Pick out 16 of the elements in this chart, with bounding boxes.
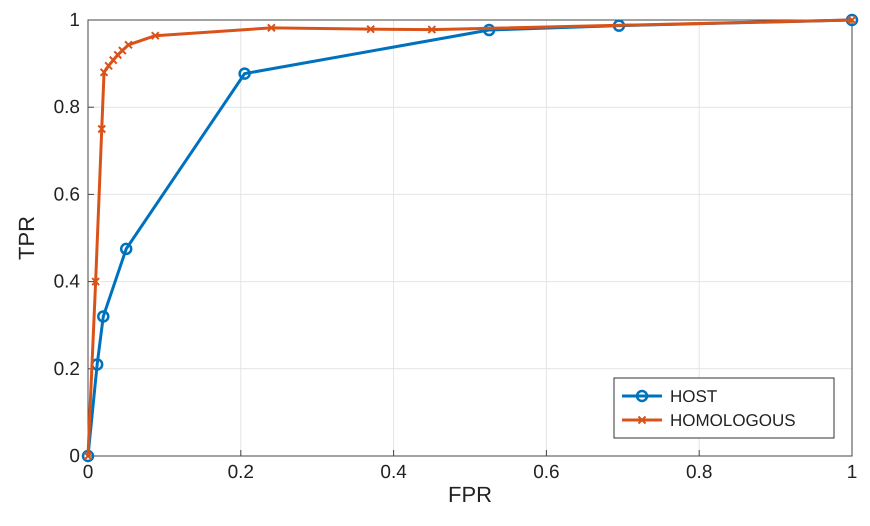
- x-tick-label: 0.2: [228, 462, 254, 483]
- x-axis-title: FPR: [448, 482, 492, 507]
- x-tick-label: 0.4: [380, 462, 408, 483]
- legend-label: HOMOLOGOUS: [670, 411, 796, 430]
- y-tick-label: 0.4: [54, 272, 80, 293]
- x-tick-label: 0: [82, 462, 94, 483]
- y-tick-label: 0.2: [54, 358, 80, 380]
- y-tick-label: 0.8: [54, 97, 80, 118]
- y-tick-label: 0.6: [54, 184, 80, 206]
- x-tick-label: 0.6: [533, 462, 560, 483]
- y-axis-title: TPR: [14, 216, 39, 260]
- x-tick-label: 0.8: [686, 462, 712, 483]
- y-tick-label: 0: [69, 446, 80, 467]
- x-tick-label: 1: [846, 462, 858, 483]
- y-tick-label: 1: [69, 10, 80, 31]
- legend-label: HOST: [670, 387, 718, 406]
